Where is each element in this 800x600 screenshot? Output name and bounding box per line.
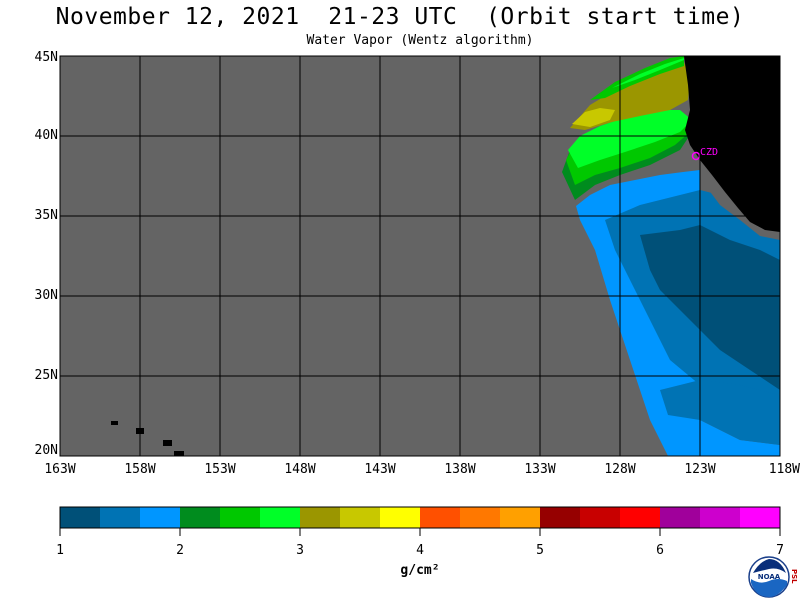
colorbar-segment [300,507,341,528]
land-mass [684,56,780,232]
lat-label-25n: 25N [34,368,58,383]
colorbar-segment [60,507,101,528]
colorbar [60,507,781,528]
lon-label-138w: 138W [444,462,476,477]
colorbar-label-6: 6 [656,543,664,558]
colorbar-segment [500,507,541,528]
colorbar-label-4: 4 [416,543,424,558]
lat-label-35n: 35N [34,208,58,223]
lon-label-163w: 163W [44,462,76,477]
page-title: November 12, 2021 21-23 UTC (Orbit start… [55,4,745,30]
lon-label-158w: 158W [124,462,156,477]
colorbar-label-5: 5 [536,543,544,558]
colorbar-segment [460,507,501,528]
map-frame [59,55,781,457]
lat-label-20n: 20N [34,443,58,458]
colorbar-segment [660,507,701,528]
lon-label-128w: 128W [604,462,636,477]
swath-yellow-olive [572,108,615,127]
colorbar-label-1: 1 [56,543,64,558]
noaa-logo-text: NOAA [758,573,781,581]
colorbar-segment [380,507,421,528]
station-label-czd: CZD [700,147,719,158]
lon-label-118w: 118W [768,462,800,477]
colorbar-ticks [59,528,781,536]
psl-logo-text: PSL [790,569,798,584]
colorbar-segment [620,507,661,528]
swath-bright-top [612,58,684,88]
swath-green-bright [568,110,692,168]
colorbar-segment [260,507,301,528]
colorbar-segment [340,507,381,528]
colorbar-label-3: 3 [296,543,304,558]
colorbar-segment [220,507,261,528]
lon-label-153w: 153W [204,462,236,477]
colorbar-segment [700,507,741,528]
swath-light-blue-south [665,410,780,456]
colorbar-segment [100,507,141,528]
swath-mid-blue-south [660,380,780,445]
colorbar-units: g/cm² [400,563,440,578]
colorbar-segment [420,507,461,528]
colorbar-segment [580,507,621,528]
lon-label-123w: 123W [684,462,716,477]
lat-label-45n: 45N [34,50,58,65]
colorbar-label-2: 2 [176,543,184,558]
lon-label-133w: 133W [524,462,556,477]
lat-label-30n: 30N [34,288,58,303]
lat-label-40n: 40N [34,128,58,143]
colorbar-label-7: 7 [776,543,784,558]
noaa-logo: NOAA PSL [748,556,798,598]
lon-label-143w: 143W [364,462,396,477]
colorbar-frame [59,506,781,529]
swath-dark-blue [640,225,780,390]
page-subtitle: Water Vapor (Wentz algorithm) [306,33,534,48]
colorbar-segment [140,507,181,528]
colorbar-segment [180,507,221,528]
lon-label-148w: 148W [284,462,316,477]
colorbar-segment [740,507,781,528]
map-grid [60,56,780,456]
colorbar-segment [540,507,581,528]
